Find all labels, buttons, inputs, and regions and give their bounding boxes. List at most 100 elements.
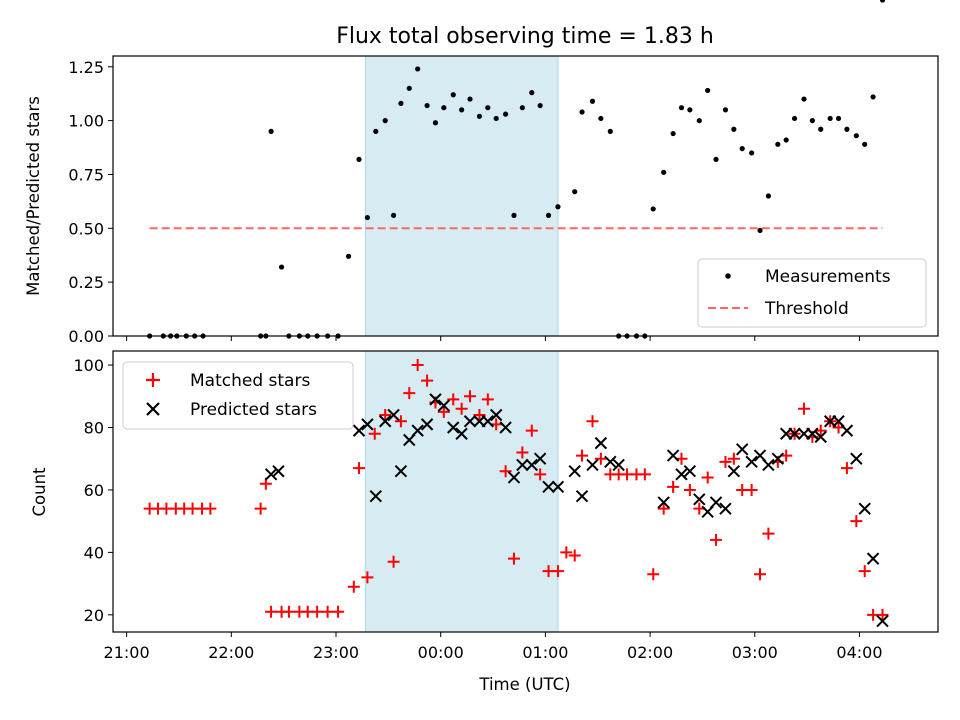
top-y-tick-label: 0.25 — [68, 273, 104, 292]
predicted-star-point — [533, 452, 547, 465]
bottom-panel: 20 40 60 80 100 21:00 22:00 23:00 00:00 01:00 02:… — [30, 350, 939, 694]
measurement-point — [835, 115, 842, 122]
measurement-point — [844, 126, 850, 132]
legend-matched-marker — [146, 373, 160, 387]
measurement-point — [432, 120, 439, 126]
predicted-star-point — [499, 421, 512, 434]
measurement-point — [713, 156, 719, 162]
matched-star-point — [657, 502, 670, 515]
bottom-legend: Matched stars Predicted stars — [122, 361, 354, 430]
bottom-x-tick-label: 22:00 — [208, 643, 254, 662]
predicted-star-point — [447, 421, 460, 434]
measurement-point — [345, 253, 352, 259]
matched-star-point — [840, 462, 853, 475]
measurement-point — [827, 115, 833, 122]
predicted-star-point — [675, 468, 688, 481]
measurement-point — [687, 107, 693, 113]
top-y-label: Matched/Predicted stars — [24, 96, 43, 296]
bottom-legend-box — [122, 361, 354, 430]
bottom-x-tick-label: 01:00 — [522, 643, 568, 662]
predicted-star-point — [806, 427, 819, 440]
predicted-star-point — [489, 408, 503, 422]
bottom-y-axis: 20 40 60 80 100 — [73, 356, 113, 625]
matched-star-point — [447, 393, 460, 406]
matched-star-point — [411, 359, 424, 372]
measurement-point — [818, 126, 824, 132]
predicted-star-point — [525, 458, 538, 472]
measurement-point — [373, 128, 379, 134]
matched-star-point — [683, 483, 696, 496]
matched-star-point — [361, 571, 374, 584]
top-observing-window-shade — [364, 55, 559, 337]
predicted-star-point — [568, 464, 581, 478]
measurement-point — [722, 107, 729, 113]
measurement-point — [278, 264, 285, 270]
measurement-point — [757, 227, 763, 234]
matched-star-point — [727, 452, 740, 465]
matched-star-point — [321, 605, 334, 618]
predicted-star-point — [429, 393, 442, 406]
predicted-star-point — [379, 415, 392, 428]
predicted-star-point — [866, 552, 880, 565]
measurement-point — [424, 102, 430, 109]
matched-star-point — [204, 502, 217, 515]
bottom-y-label: Count — [30, 467, 49, 517]
predicted-star-point — [709, 496, 723, 509]
predicted-star-point — [762, 458, 775, 472]
top-legend: Measurements Threshold — [697, 258, 927, 328]
measurement-point — [870, 94, 876, 100]
measurement-point — [382, 118, 388, 124]
measurement-point — [809, 118, 815, 124]
measurement-point — [765, 193, 771, 199]
bottom-x-tick-label: 23:00 — [313, 643, 359, 662]
measurement-point — [607, 128, 613, 134]
predicted-star-point — [463, 415, 477, 428]
predicted-star-point — [551, 480, 565, 494]
measurement-point — [398, 100, 404, 106]
measurement-point — [853, 133, 859, 139]
matched-star-point — [594, 452, 607, 465]
legend-threshold-label: Threshold — [764, 299, 849, 319]
predicted-star-point — [666, 449, 680, 462]
matched-star-point — [368, 427, 381, 440]
measurement-point — [268, 128, 274, 134]
predicted-star-point — [394, 464, 408, 478]
matched-star-point — [534, 468, 547, 481]
measurement-point — [519, 105, 525, 111]
matched-star-point — [745, 483, 758, 496]
predicted-star-point — [411, 424, 424, 437]
bottom-axes-frame — [112, 350, 939, 633]
predicted-star-point — [352, 424, 366, 437]
predicted-star-point — [719, 502, 732, 515]
measurement-point — [537, 102, 543, 109]
top-y-tick-label: 0.00 — [68, 327, 104, 346]
measurement-point — [879, 0, 886, 3]
bottom-y-tick-label: 100 — [73, 356, 104, 375]
matched-star-point — [507, 552, 520, 565]
predicted-star-point — [604, 455, 617, 469]
bottom-observing-window-shade — [364, 350, 559, 633]
measurement-point — [775, 141, 781, 147]
matched-star-point — [421, 374, 434, 387]
measurement-point — [862, 141, 868, 147]
predicted-star-point — [814, 430, 827, 444]
measurement-point — [705, 87, 711, 94]
matched-star-point — [710, 533, 723, 546]
bottom-x-tick-label: 03:00 — [732, 643, 778, 662]
matched-star-point — [551, 565, 564, 578]
measurement-point — [364, 214, 371, 221]
bottom-x-tick-label: 04:00 — [836, 643, 882, 662]
measurement-point — [678, 105, 685, 111]
matched-star-point — [387, 555, 400, 568]
measurement-point — [406, 85, 412, 91]
measurement-point — [696, 118, 702, 124]
predicted-star-point — [771, 452, 785, 465]
predicted-star-point — [361, 418, 374, 431]
matched-star-point — [481, 393, 494, 406]
measurement-point — [441, 105, 447, 111]
top-axes-frame — [112, 55, 939, 337]
predicted-star-point — [657, 496, 670, 509]
bottom-x-tick-label: 21:00 — [104, 643, 150, 662]
legend-predicted-label: Predicted stars — [190, 400, 317, 420]
